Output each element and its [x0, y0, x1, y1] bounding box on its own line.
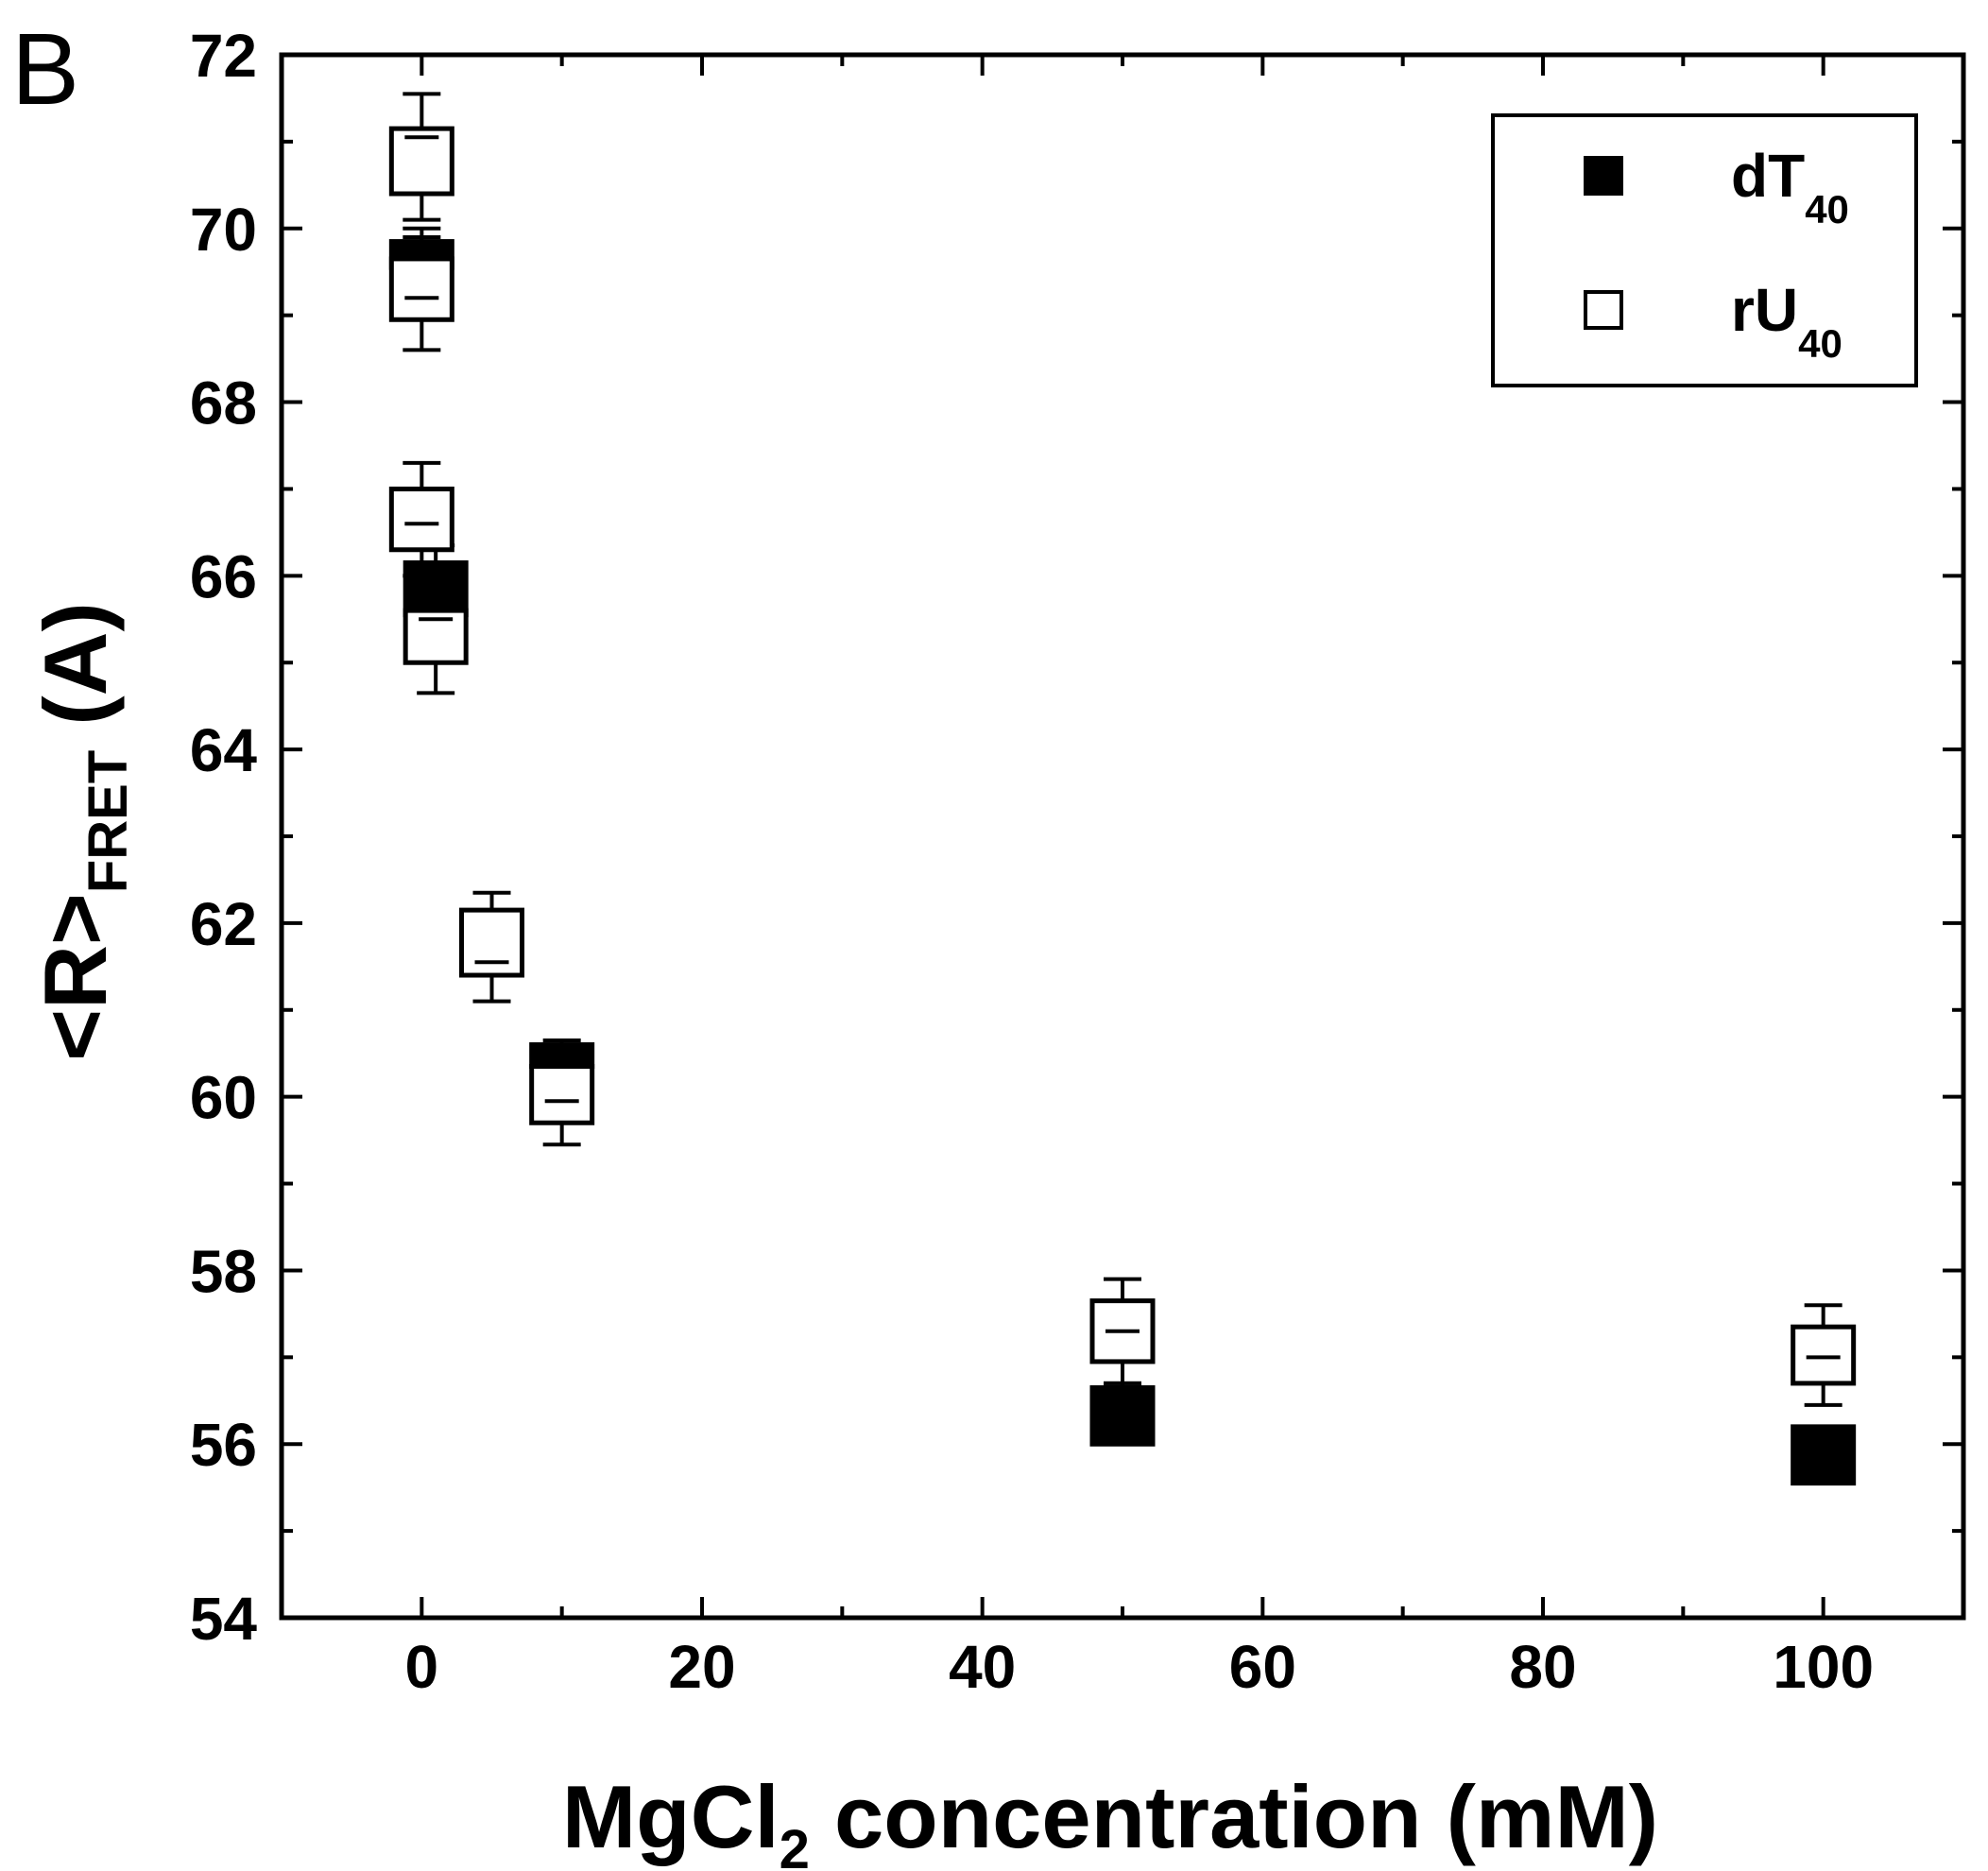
box [1089, 1384, 1156, 1447]
box [1791, 1424, 1857, 1486]
x-axis-title-main: MgCl [562, 1767, 780, 1866]
box [388, 256, 454, 322]
y-tick-label: 54 [190, 1585, 258, 1653]
y-axis-title: <R>FRET (A) [26, 602, 139, 1061]
y-tick-label: 68 [190, 369, 257, 438]
ru40-box [388, 234, 454, 352]
panel-label: B [11, 11, 79, 126]
box [388, 126, 454, 197]
box [459, 907, 524, 978]
legend-marker-ru40 [1584, 290, 1623, 330]
y-tick-label: 64 [190, 716, 258, 784]
data-marks [388, 92, 1857, 1486]
x-axis-title-tail: concentration (mM) [810, 1767, 1658, 1866]
legend-frame [1491, 113, 1918, 387]
y-tick-label: 66 [190, 542, 257, 610]
y-tick-label: 72 [190, 22, 257, 90]
x-tick-label: 0 [405, 1633, 439, 1701]
y-axis-title-main: <R> [26, 893, 125, 1061]
legend-label-ru40: rU40 [1731, 276, 1842, 366]
y-tick-label: 60 [190, 1064, 257, 1132]
x-tick-label: 40 [949, 1633, 1016, 1701]
ru40-box [388, 92, 454, 222]
y-tick-label: 70 [190, 196, 257, 264]
box [529, 1064, 595, 1125]
dt40-box [1089, 1381, 1156, 1447]
ru40-box [388, 460, 454, 578]
box [403, 608, 469, 665]
legend-label-sub: 40 [1798, 321, 1842, 366]
ru40-box [403, 587, 469, 695]
ru40-box [1089, 1277, 1156, 1385]
box [388, 486, 454, 553]
y-tick-label: 62 [190, 890, 257, 958]
x-tick-label: 80 [1509, 1633, 1576, 1701]
x-tick-label: 20 [668, 1633, 735, 1701]
legend-label-sub: 40 [1805, 187, 1849, 232]
ru40-box [529, 1042, 595, 1147]
legend-label-main: rU [1731, 276, 1798, 344]
box [1791, 1324, 1857, 1386]
y-axis-title-sub: FRET [77, 750, 139, 893]
x-axis-title: MgCl2 concentration (mM) [562, 1767, 1658, 1871]
dt40-box [1791, 1424, 1857, 1486]
ru40-box [459, 890, 524, 1004]
x-tick-label: 60 [1229, 1633, 1296, 1701]
legend-marker-dt40 [1584, 156, 1623, 196]
legend-label-dt40: dT40 [1731, 142, 1849, 232]
y-tick-label: 56 [190, 1411, 257, 1479]
y-tick-label: 58 [190, 1237, 257, 1305]
x-axis-title-sub: 2 [780, 1819, 810, 1871]
y-axis-title-tail: (A) [26, 602, 125, 750]
labels: B MgCl2 concentration (mM) <R>FRET (A) [11, 11, 1658, 1871]
axes: 0 20 40 60 80 100 54 56 58 60 62 64 66 68 70 72 [190, 22, 1966, 1701]
legend-label-main: dT [1731, 142, 1805, 210]
x-tick-label: 100 [1773, 1633, 1874, 1701]
ru40-box [1791, 1303, 1857, 1407]
